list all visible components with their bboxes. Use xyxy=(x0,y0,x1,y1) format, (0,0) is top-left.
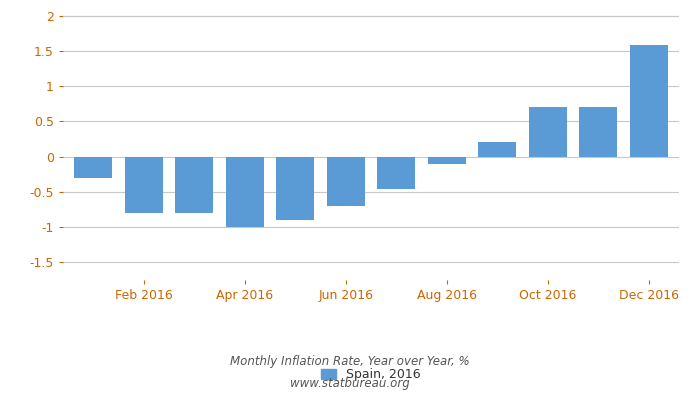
Bar xyxy=(377,156,415,189)
Bar xyxy=(175,156,214,213)
Bar xyxy=(630,45,668,156)
Legend: Spain, 2016: Spain, 2016 xyxy=(316,363,426,386)
Bar xyxy=(528,107,567,156)
Bar xyxy=(125,156,162,213)
Bar xyxy=(478,142,516,156)
Bar xyxy=(327,156,365,206)
Text: www.statbureau.org: www.statbureau.org xyxy=(290,378,410,390)
Bar xyxy=(226,156,264,227)
Bar xyxy=(276,156,314,220)
Bar xyxy=(428,156,466,164)
Bar xyxy=(74,156,112,178)
Text: Monthly Inflation Rate, Year over Year, %: Monthly Inflation Rate, Year over Year, … xyxy=(230,356,470,368)
Bar xyxy=(580,107,617,156)
